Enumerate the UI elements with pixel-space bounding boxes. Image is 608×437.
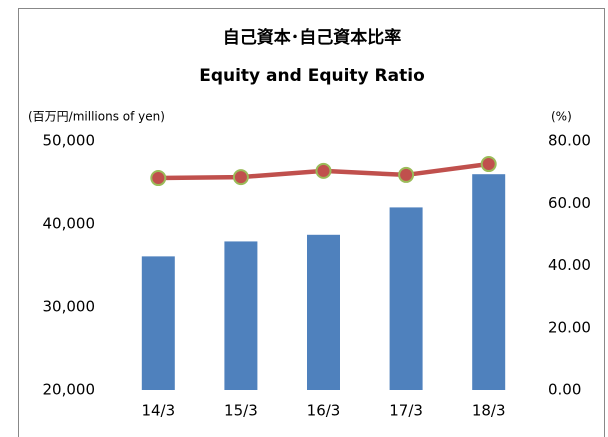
y2-tick-label: 20.00 — [548, 318, 591, 336]
bar — [307, 234, 340, 390]
y-tick-label: 40,000 — [43, 215, 96, 233]
y2-tick-label: 60.00 — [548, 194, 591, 212]
chart-subtitle: Equity and Equity Ratio — [199, 66, 425, 86]
y-tick-label: 50,000 — [43, 132, 96, 150]
bar — [389, 207, 423, 390]
marker — [150, 170, 167, 187]
x-tick-label: 16/3 — [307, 402, 341, 420]
x-tick-label: 17/3 — [389, 402, 423, 420]
y-axis-label: (百万円/millions of yen) — [28, 110, 165, 124]
chart-title: 自己資本･自己資本比率 — [223, 27, 402, 48]
x-tick-label: 18/3 — [472, 402, 506, 420]
marker — [398, 166, 415, 183]
marker — [315, 162, 332, 179]
y2-tick-label: 0.00 — [548, 381, 581, 399]
bar — [141, 256, 175, 390]
y2-axis-label: (%) — [551, 110, 572, 124]
bar — [224, 241, 258, 390]
y-tick-label: 30,000 — [43, 298, 96, 316]
x-tick-label: 14/3 — [141, 402, 175, 420]
y-tick-label: 20,000 — [43, 381, 96, 399]
marker — [232, 169, 249, 186]
y2-tick-label: 40.00 — [548, 256, 591, 274]
bar — [472, 174, 506, 390]
marker — [480, 156, 497, 173]
x-tick-label: 15/3 — [224, 402, 258, 420]
y2-tick-label: 80.00 — [548, 132, 591, 150]
